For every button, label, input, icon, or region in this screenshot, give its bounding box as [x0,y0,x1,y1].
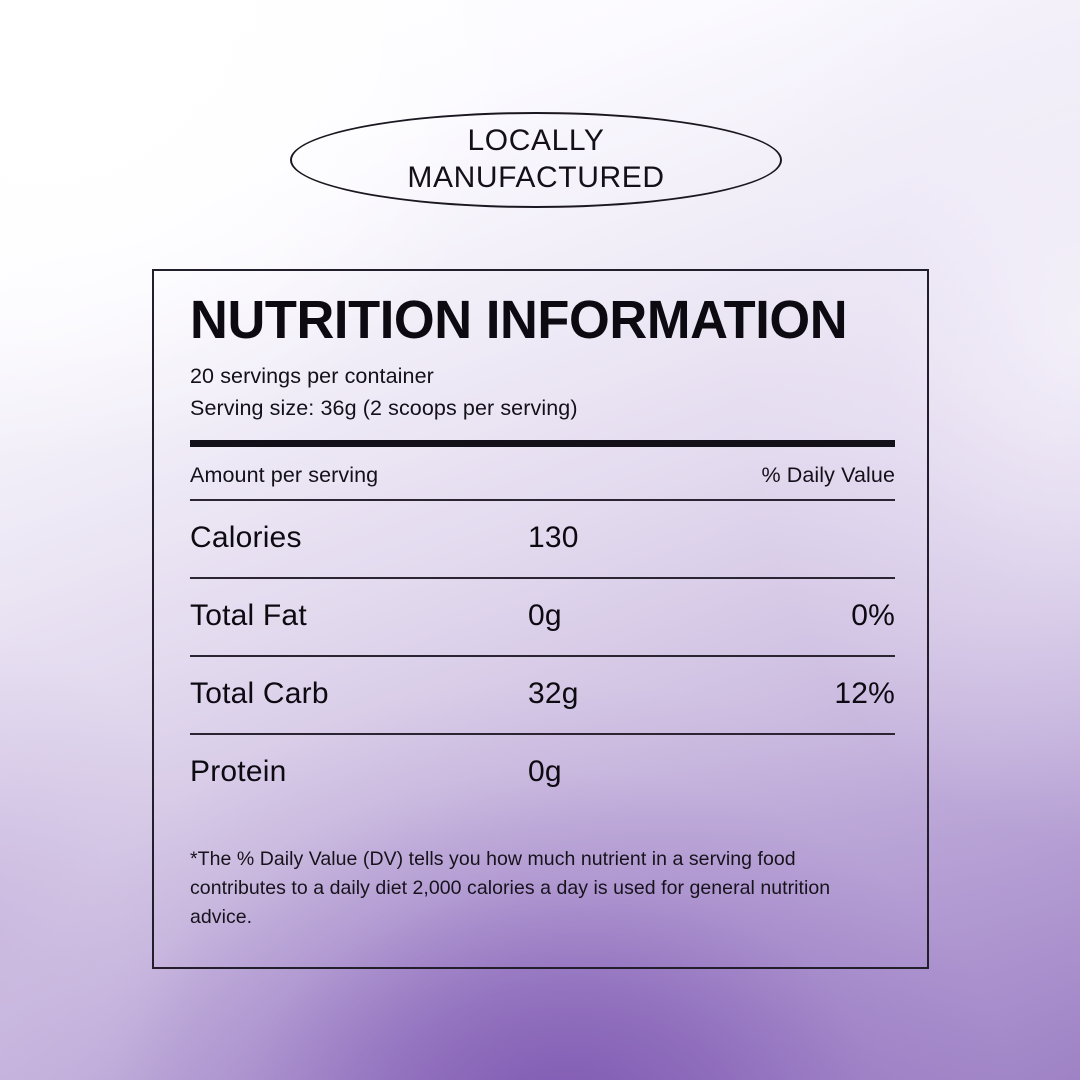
nutrient-amount: 130 [528,521,579,555]
badge-line-1: LOCALLY [467,124,605,158]
nutrient-name: Total Carb [190,677,329,711]
table-row: Protein 0g [190,735,895,811]
locally-manufactured-badge: LOCALLY MANUFACTURED [290,112,782,208]
nutrient-dv: 0% [851,599,895,633]
table-row: Total Carb 32g 12% [190,657,895,733]
nutrient-amount: 0g [528,755,562,789]
daily-value-footnote: *The % Daily Value (DV) tells you how mu… [190,848,831,929]
serving-info: 20 servings per container Serving size: … [190,361,895,424]
nutrition-facts-card: NUTRITION INFORMATION 20 servings per co… [152,269,929,969]
serving-size: Serving size: 36g (2 scoops per serving) [190,395,578,420]
servings-per-container: 20 servings per container [190,364,434,389]
nutrient-amount: 32g [528,677,579,711]
nutrient-name: Total Fat [190,599,307,633]
divider-row [190,577,895,580]
nutrient-amount: 0g [528,599,562,633]
daily-value-label: % Daily Value [761,463,895,488]
nutrient-dv: 12% [834,677,895,711]
nutrition-facts-content: NUTRITION INFORMATION 20 servings per co… [190,291,895,932]
divider-row [190,733,895,736]
table-row: Calories 130 [190,501,895,577]
divider-thick [190,440,895,448]
badge-line-2: MANUFACTURED [407,161,665,194]
table-header-row: Amount per serving % Daily Value [190,447,895,499]
table-row: Total Fat 0g 0% [190,579,895,655]
amount-per-serving-label: Amount per serving [190,463,379,488]
page-title: NUTRITION INFORMATION [190,290,848,350]
divider-row [190,655,895,658]
nutrient-name: Calories [190,521,302,555]
divider-under-header [190,499,895,502]
nutrient-name: Protein [190,755,287,789]
